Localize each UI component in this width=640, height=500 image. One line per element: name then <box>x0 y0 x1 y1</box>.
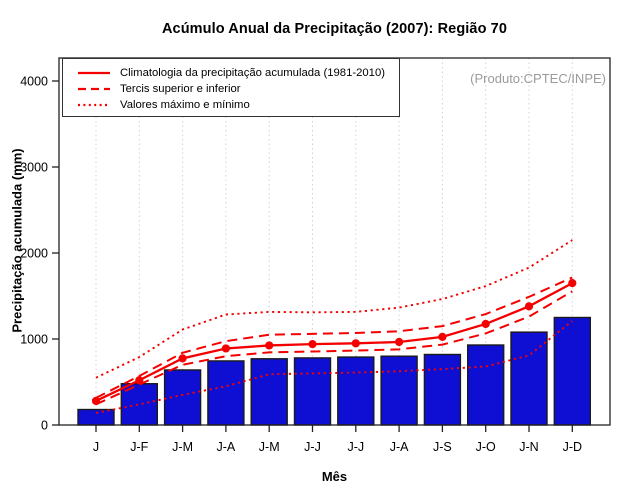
lower-tercile-line <box>95 290 573 406</box>
bar-J-O <box>467 344 505 426</box>
y-tick-label: 0 <box>41 419 48 433</box>
x-axis-title: Mês <box>321 469 348 484</box>
climatology-point-J-A <box>395 337 404 347</box>
x-tick-label-J-M: J-M <box>172 440 193 454</box>
min-values-line <box>95 320 573 414</box>
x-tick-label-J-A: J-A <box>390 440 409 454</box>
climatology-point-J-S <box>438 332 447 341</box>
bar-J-J <box>293 357 332 426</box>
legend-item-climatology: Climatologia da precipitação acumulada (… <box>76 65 399 81</box>
legend-label-climatology: Climatologia da precipitação acumulada (… <box>120 67 386 79</box>
bar-J-J <box>337 356 375 426</box>
bar-J-M <box>250 358 288 426</box>
y-axis-title: Precipitação acumulada (mm) <box>9 148 25 333</box>
bar-J-S <box>423 353 462 426</box>
dashed-line-swatch-icon <box>76 84 120 94</box>
climatology-line <box>95 282 573 402</box>
y-tick-label: 2000 <box>20 247 48 261</box>
chart-title: Acúmulo Anual da Precipitação (2007): Re… <box>161 21 507 37</box>
legend-box: Climatologia da precipitação acumulada (… <box>62 58 400 117</box>
climatology-point-J-J <box>351 339 360 348</box>
bar-J-N <box>510 331 548 426</box>
legend-label-maxmin: Valores máximo e mínimo <box>120 99 250 111</box>
climatology-point-J-D <box>568 279 577 288</box>
x-tick-label-J-A: J-A <box>217 440 236 454</box>
climatology-point-J-J <box>308 340 317 349</box>
upper-tercile-line <box>95 276 573 399</box>
climatology-point-J-M <box>265 341 274 350</box>
bar-J-D <box>553 316 591 426</box>
x-tick-label-J-F: J-F <box>130 440 148 454</box>
x-tick-label-J-N: J-N <box>519 440 538 454</box>
climatology-point-J-O <box>481 319 490 329</box>
bar-J <box>77 408 115 426</box>
bar-J-A <box>380 355 418 426</box>
y-tick-label: 4000 <box>20 75 48 89</box>
x-tick-label-J-M: J-M <box>259 440 280 454</box>
x-tick-label-J-D: J-D <box>563 440 582 454</box>
legend-label-terciles: Tercis superior e inferior <box>120 83 241 95</box>
x-tick-label-J-J: J-J <box>304 440 321 454</box>
y-tick-label: 1000 <box>20 333 48 347</box>
climatology-point-J-A <box>221 344 230 353</box>
y-tick-label: 3000 <box>20 161 48 175</box>
bar-J-M <box>163 369 202 426</box>
x-tick-label-J-O: J-O <box>476 440 496 454</box>
dotted-line-swatch-icon <box>76 100 120 110</box>
legend-item-maxmin: Valores máximo e mínimo <box>76 97 399 113</box>
climatology-point-J-F <box>135 376 144 385</box>
produto-source-label: (Produto:CPTEC/INPE) <box>470 71 606 86</box>
climatology-point-J-M <box>178 354 187 363</box>
x-tick-label-J-J: J-J <box>347 440 364 454</box>
solid-line-swatch-icon <box>76 68 120 78</box>
legend-item-terciles: Tercis superior e inferior <box>76 81 399 97</box>
climatology-point-J-N <box>524 302 534 311</box>
x-tick-label-J-S: J-S <box>433 440 452 454</box>
bar-J-A <box>207 360 245 426</box>
x-tick-label-J: J <box>93 440 99 454</box>
